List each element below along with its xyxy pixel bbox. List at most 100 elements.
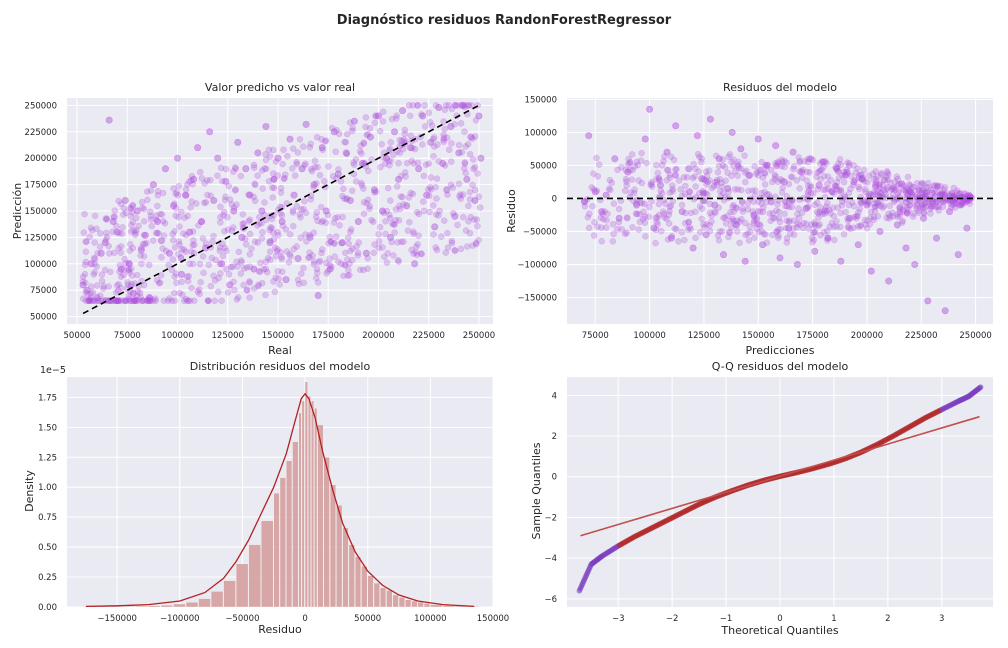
scatter-point xyxy=(629,166,636,174)
scatter-point xyxy=(941,307,949,315)
scatter-point xyxy=(379,118,387,125)
scatter-point xyxy=(464,141,472,148)
scatter-point xyxy=(230,224,237,231)
scatter-point xyxy=(251,197,259,205)
scatter-point xyxy=(127,205,135,213)
scatter-point xyxy=(590,170,597,177)
x-tick-label: 75000 xyxy=(114,331,141,341)
scatter-point xyxy=(366,124,374,132)
scatter-point xyxy=(216,247,224,255)
y-tick-label: 50000 xyxy=(530,161,557,171)
scatter-point xyxy=(182,192,190,199)
scatter-point xyxy=(751,163,758,170)
scatter-point xyxy=(364,265,371,273)
scatter-point xyxy=(854,212,861,220)
scatter-point xyxy=(316,257,324,265)
scatter-point xyxy=(663,177,670,184)
scatter-point xyxy=(169,231,176,238)
scatter-point xyxy=(360,266,367,274)
scatter-point xyxy=(231,286,238,294)
scatter-point xyxy=(356,147,364,155)
scatter-point xyxy=(298,270,305,277)
reference-line xyxy=(580,415,980,537)
scatter-point xyxy=(720,214,727,222)
scatter-point xyxy=(910,183,917,191)
qq-point xyxy=(977,384,984,390)
scatter-point xyxy=(758,158,765,166)
scatter-point xyxy=(289,165,296,172)
scatter-point xyxy=(626,166,634,174)
scatter-point xyxy=(277,189,285,196)
scatter-point xyxy=(783,239,791,246)
scatter-point xyxy=(311,164,319,171)
scatter-point xyxy=(144,297,152,305)
scatter-point xyxy=(266,226,274,234)
scatter-point xyxy=(813,208,821,216)
scatter-point xyxy=(89,227,96,234)
scatter-point xyxy=(737,165,745,172)
scatter-point xyxy=(143,239,150,247)
scatter-point xyxy=(256,268,264,275)
scatter-point xyxy=(857,200,865,207)
scatter-point xyxy=(761,169,768,177)
qq-residuals-title: Q-Q residuos del modelo xyxy=(712,360,849,373)
scatter-point xyxy=(122,297,130,305)
scatter-point xyxy=(904,209,911,217)
scatter-point xyxy=(655,174,663,182)
scatter-point xyxy=(646,203,653,211)
scatter-point xyxy=(734,186,742,193)
scatter-point xyxy=(925,184,932,191)
scatter-point xyxy=(335,166,342,173)
scatter-point xyxy=(305,254,312,262)
scatter-point xyxy=(145,297,152,305)
histogram-bar xyxy=(198,598,211,608)
scatter-point xyxy=(440,136,447,143)
scatter-point xyxy=(775,208,783,216)
histogram-bar xyxy=(430,604,443,608)
scatter-point xyxy=(660,157,667,165)
scatter-point xyxy=(928,189,936,197)
scatter-point xyxy=(706,200,714,208)
scatter-point xyxy=(962,190,969,198)
scatter-point xyxy=(314,217,321,225)
scatter-point xyxy=(872,184,879,191)
scatter-point xyxy=(162,247,170,255)
scatter-point xyxy=(432,211,440,218)
scatter-point xyxy=(132,297,139,305)
scatter-point xyxy=(112,297,120,305)
scatter-point xyxy=(811,221,819,228)
scatter-point xyxy=(655,212,663,219)
scatter-point xyxy=(274,229,281,236)
scatter-point xyxy=(675,238,682,245)
scatter-point xyxy=(199,235,207,242)
scatter-point xyxy=(899,206,906,214)
figure-title: Diagnóstico residuos RandonForestRegress… xyxy=(337,13,672,28)
scatter-point xyxy=(196,290,203,298)
y-tick-label: 0 xyxy=(552,194,557,204)
scatter-point xyxy=(733,221,741,229)
scatter-point xyxy=(915,187,923,195)
y-tick-label: 225000 xyxy=(25,128,57,138)
scatter-point xyxy=(706,177,713,184)
scatter-point xyxy=(272,274,280,282)
scatter-point xyxy=(130,297,137,305)
scatter-point xyxy=(673,165,680,173)
scatter-point xyxy=(790,217,798,224)
scatter-point xyxy=(431,223,439,231)
scatter-point xyxy=(300,264,307,272)
model-residuals-plot: Residuos del modelo Predicciones Residuo… xyxy=(505,81,993,357)
scatter-point xyxy=(833,185,840,193)
scatter-point xyxy=(877,190,884,197)
scatter-point xyxy=(266,153,274,160)
scatter-point xyxy=(152,212,160,219)
scatter-point xyxy=(867,208,875,216)
scatter-point xyxy=(824,234,832,242)
scatter-point xyxy=(731,168,739,175)
histogram-bar xyxy=(342,527,349,608)
scatter-point xyxy=(343,195,351,202)
scatter-point xyxy=(884,176,892,184)
predicted-vs-real-xlabel: Real xyxy=(268,344,292,357)
qq-residuals-xlabel: Theoretical Quantiles xyxy=(720,624,838,637)
scatter-point xyxy=(804,155,812,163)
scatter-point xyxy=(218,260,226,268)
